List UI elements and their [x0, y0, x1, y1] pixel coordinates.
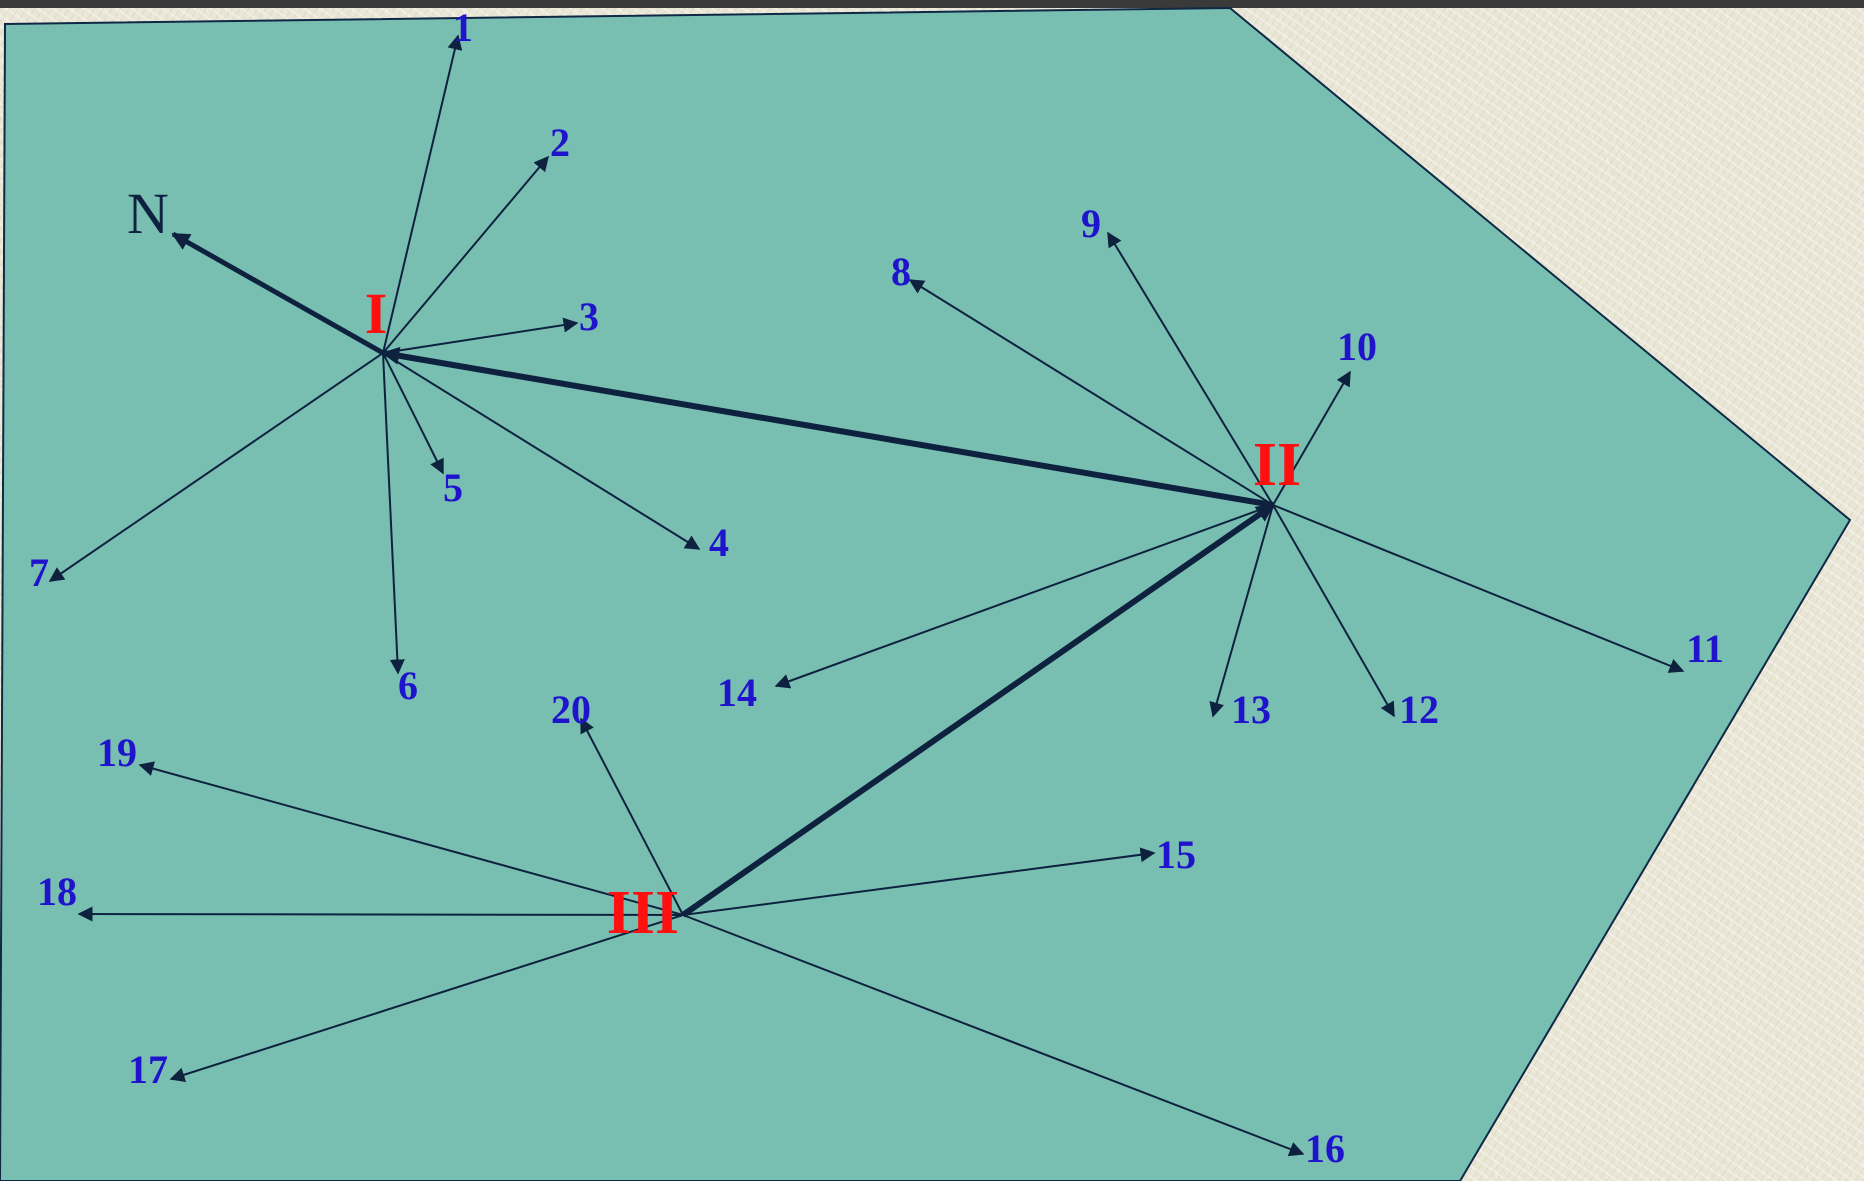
ray-II-to-11	[1272, 504, 1685, 673]
ray-III-to-18	[77, 906, 684, 922]
point-label-1: 1	[453, 5, 473, 50]
point-label-15: 15	[1156, 832, 1196, 877]
point-label-9: 9	[1081, 201, 1101, 246]
top-bar	[0, 0, 1864, 8]
point-label-20: 20	[551, 687, 591, 732]
survey-area-polygon	[0, 6, 1852, 1181]
point-label-14: 14	[717, 670, 757, 715]
point-label-17: 17	[128, 1047, 168, 1092]
traverse-II-to-I	[381, 346, 1274, 508]
point-label-5: 5	[443, 465, 463, 510]
ray-II-to-9	[1107, 231, 1274, 506]
point-label-13: 13	[1231, 687, 1271, 732]
north-arrow	[171, 231, 385, 356]
ray-II-to-12	[1272, 504, 1395, 718]
ray-I-to-4	[382, 352, 701, 550]
station-label-III: III	[607, 879, 679, 947]
ray-II-to-14	[774, 504, 1274, 689]
ray-III-to-20	[580, 717, 684, 916]
ray-III-to-17	[169, 914, 684, 1083]
ray-I-to-3	[382, 317, 579, 354]
point-label-18: 18	[37, 869, 77, 914]
point-label-10: 10	[1337, 324, 1377, 369]
traverse-layer	[381, 346, 1275, 918]
ray-I-to-6	[382, 352, 405, 675]
ray-I-to-1	[382, 34, 463, 354]
point-label-16: 16	[1305, 1126, 1345, 1171]
point-label-11: 11	[1686, 626, 1724, 671]
ray-I-to-7	[48, 352, 384, 582]
station-label-II: II	[1253, 431, 1301, 499]
point-label-7: 7	[29, 550, 49, 595]
point-label-19: 19	[97, 730, 137, 775]
ray-III-to-16	[682, 914, 1305, 1157]
point-label-6: 6	[398, 663, 418, 708]
ray-III-to-19	[138, 761, 684, 916]
ray-II-to-8	[908, 279, 1274, 506]
ray-III-to-15	[682, 847, 1156, 916]
traverse-III-to-II	[681, 502, 1275, 918]
point-label-8: 8	[891, 249, 911, 294]
point-label-12: 12	[1399, 687, 1439, 732]
point-label-4: 4	[709, 520, 729, 565]
north-label: N	[127, 181, 169, 246]
point-label-2: 2	[550, 120, 570, 165]
north-layer: N	[127, 181, 385, 356]
rays-layer	[48, 34, 1685, 1157]
ray-II-to-10	[1272, 370, 1351, 506]
ray-I-to-5	[382, 352, 444, 475]
ray-I-to-2	[382, 155, 549, 354]
point-label-3: 3	[579, 294, 599, 339]
ray-II-to-13	[1209, 504, 1274, 718]
station-label-I: I	[365, 281, 388, 346]
